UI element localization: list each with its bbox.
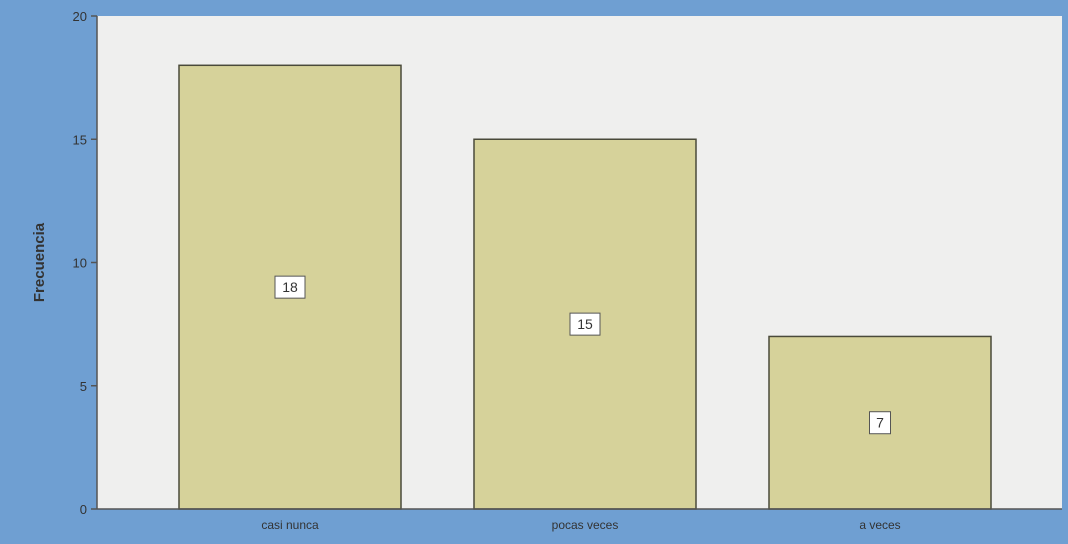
y-tick-label: 20	[73, 9, 87, 24]
data-label: 7	[876, 415, 884, 431]
y-axis-label: Frecuencia	[31, 222, 48, 302]
x-tick-label: casi nunca	[261, 518, 319, 532]
y-tick-label: 15	[73, 132, 87, 147]
data-label: 18	[282, 279, 298, 295]
y-tick-label: 5	[80, 379, 87, 394]
x-tick-label: a veces	[859, 518, 900, 532]
x-tick-label: pocas veces	[552, 518, 619, 532]
data-label: 15	[577, 316, 593, 332]
y-tick-label: 0	[80, 502, 87, 517]
y-tick-label: 10	[73, 256, 87, 271]
